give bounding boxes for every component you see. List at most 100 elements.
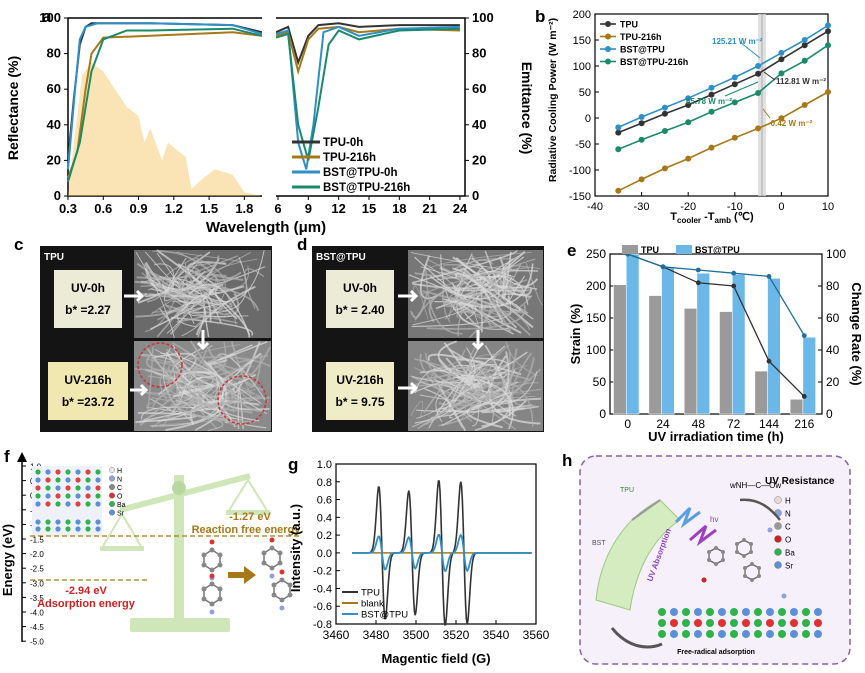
- data-point: [661, 110, 668, 117]
- atom: [269, 565, 275, 571]
- atom: [45, 477, 51, 483]
- atom: [55, 526, 61, 532]
- fiber-strand: [167, 357, 256, 423]
- data-point: [615, 187, 622, 194]
- data-point: [801, 57, 808, 64]
- fiber-strand: [410, 400, 424, 419]
- atom: [271, 582, 277, 588]
- lattice-atom: [754, 619, 762, 627]
- data-point: [615, 146, 622, 153]
- fiber-strand: [452, 267, 512, 311]
- legend-swatch: [676, 245, 692, 254]
- panel-b-ylabel: Radiative Cooling Power (W m⁻²): [547, 18, 559, 182]
- fiber-strand: [464, 382, 467, 416]
- data-point: [825, 22, 831, 29]
- atom: [95, 469, 101, 475]
- annot-85: 85.78 W m⁻²: [686, 97, 732, 106]
- fiber-strand: [144, 251, 181, 289]
- panel-g-ylabel: Intensity (a.u.): [288, 504, 303, 592]
- fiber-strand: [441, 392, 512, 427]
- xtick-label: 6: [274, 201, 281, 216]
- panel-f-ylabel: Energy (eV): [0, 524, 15, 596]
- atom: [279, 577, 285, 583]
- atom: [735, 542, 739, 546]
- legend-atom: [108, 509, 115, 516]
- degradation-circle-2: [217, 375, 267, 425]
- panel-a-ylabel-left: Reflectance (%): [5, 56, 21, 160]
- data-point: [778, 56, 785, 63]
- fiber-strand: [453, 273, 501, 292]
- bar: [626, 253, 640, 415]
- atom: [714, 546, 718, 550]
- fiber-strand: [202, 292, 222, 338]
- ytick-label: -4.0: [30, 609, 44, 618]
- panel-a-ylabel-right: Emittance (%): [519, 62, 535, 155]
- panel-b: b Radiative Cooling Power (W m⁻²) Tcoole…: [535, 7, 834, 225]
- fiber-strand: [136, 255, 220, 280]
- panel-a-xticks: 0.3 0.6 0.9 1.2 1.5 1.8 6 9 12 15 18 21 24: [59, 196, 468, 216]
- fiber-strand: [451, 281, 462, 297]
- adsorption-energy-value: -2.94 eV: [65, 585, 107, 597]
- atom: [55, 485, 61, 491]
- ytick-label: 0.0: [317, 548, 332, 560]
- lattice-atom: [718, 619, 726, 627]
- legend-atom-label: Sr: [785, 562, 793, 571]
- ytick-left-label: 100: [39, 10, 61, 25]
- panel-e: e Strain (%) Change Rate (%) UV irradiat…: [567, 241, 864, 444]
- fiber-illustration: [595, 499, 681, 611]
- lattice-atom: [658, 608, 666, 616]
- bar: [719, 311, 733, 415]
- fiber-strand: [426, 304, 526, 330]
- legend-swatch: [622, 245, 638, 254]
- atom: [209, 567, 215, 573]
- lattice-atom: [742, 619, 750, 627]
- data-point: [825, 89, 831, 95]
- lattice-atom: [706, 630, 714, 638]
- fiber-strand: [180, 295, 212, 322]
- data-point: [755, 70, 762, 77]
- legend-label: blank: [361, 599, 384, 610]
- data-point: [615, 124, 622, 131]
- tpu-label: TPU: [620, 487, 634, 494]
- data-point: [685, 119, 692, 126]
- ytick-right-label: 60: [826, 311, 840, 325]
- atom: [45, 526, 51, 532]
- fiber-strand: [425, 270, 463, 335]
- lattice-atom: [766, 630, 774, 638]
- hv-label: hv: [710, 515, 718, 524]
- annot-0: -0.42 W m⁻²: [768, 119, 813, 128]
- fiber-strand: [423, 251, 532, 277]
- lattice-atom: [718, 630, 726, 638]
- panel-e-legend: TPU BST@TPU: [622, 245, 740, 255]
- atom: [35, 477, 41, 483]
- atom: [735, 550, 739, 554]
- fiber-strand: [184, 262, 199, 290]
- change-rate-point: [731, 283, 737, 289]
- card-bst-216h: [326, 362, 394, 420]
- fiber-strand: [217, 353, 267, 402]
- legend-atom-label: O: [117, 494, 123, 501]
- atom: [85, 526, 91, 532]
- data-point: [731, 74, 738, 81]
- ytick-label: 0: [585, 113, 591, 125]
- legend-atom: [774, 535, 782, 543]
- atom: [757, 574, 761, 578]
- fiber-strand: [508, 275, 526, 305]
- data-point: [661, 128, 668, 134]
- panel-g-lines: [352, 480, 532, 626]
- atom: [269, 573, 275, 579]
- data-point: [731, 134, 738, 141]
- fiber-strand: [441, 286, 465, 308]
- legend-atom: [108, 501, 115, 508]
- card-tpu-216h-value: b* =23.72: [62, 395, 115, 409]
- atom: [65, 485, 71, 491]
- ytick-left-label: 0: [54, 188, 61, 203]
- fiber-strand: [441, 351, 510, 413]
- atom: [261, 560, 267, 566]
- change-rate-point: [695, 280, 701, 286]
- bar: [661, 266, 675, 415]
- atom: [85, 501, 91, 507]
